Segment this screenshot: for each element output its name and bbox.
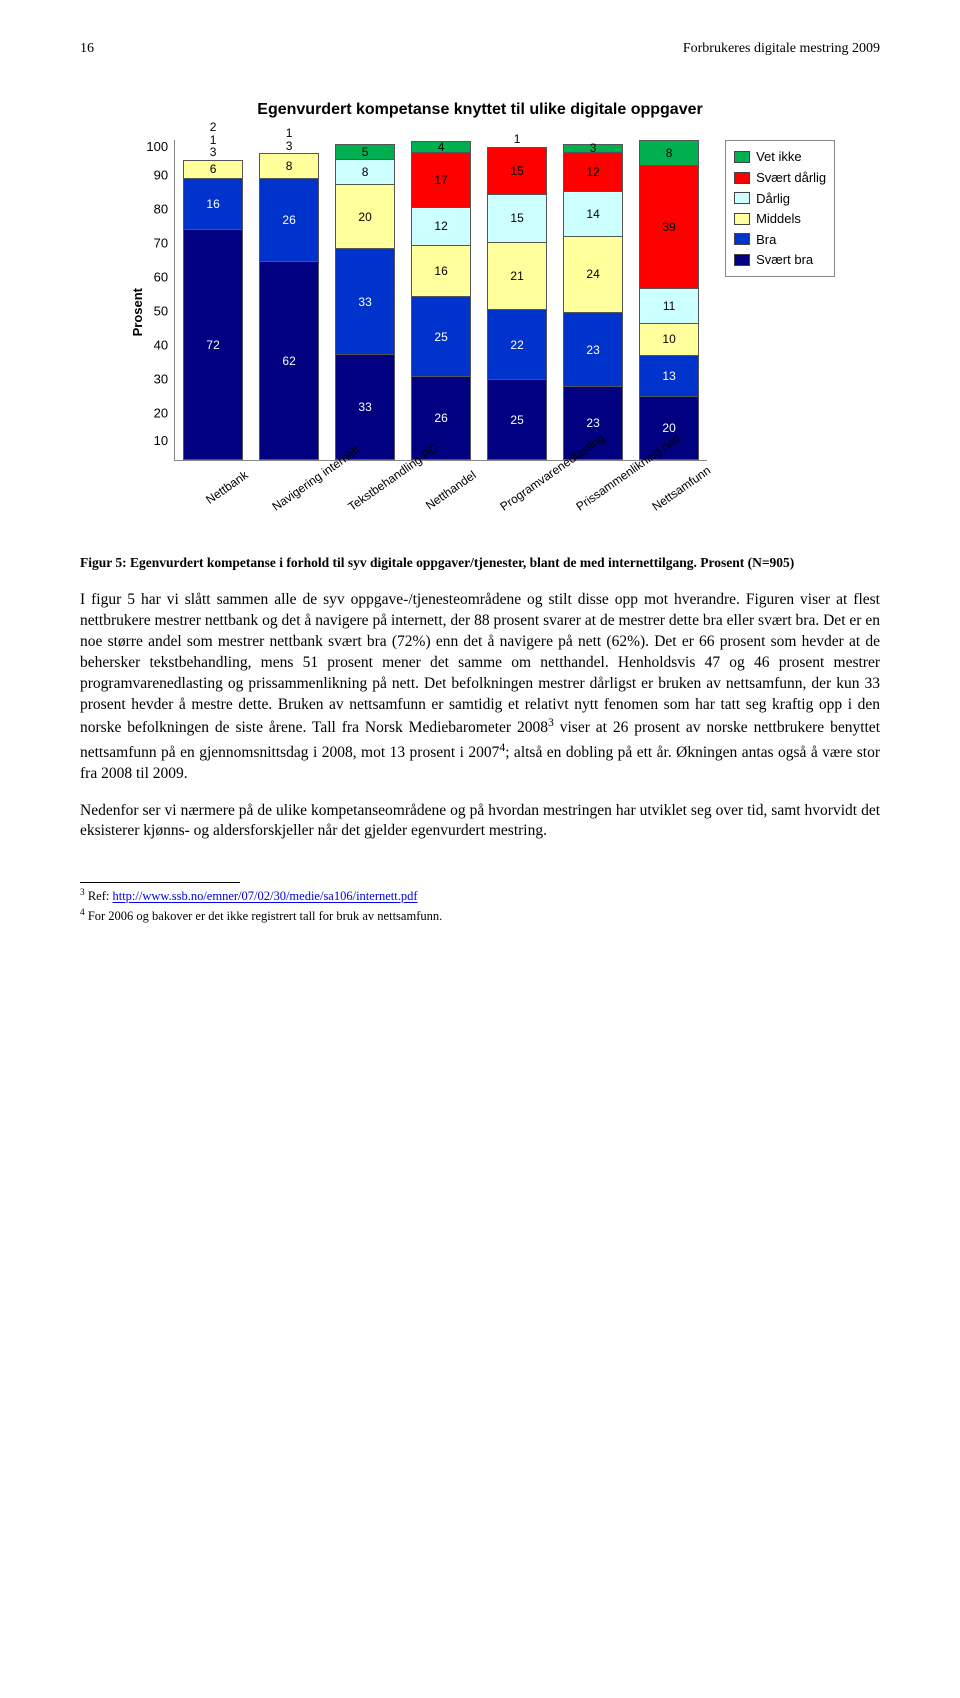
bar-segment: 8 <box>639 140 699 165</box>
bar-segment: 15 <box>487 147 547 195</box>
footnote-4-text: For 2006 og bakover er det ikke registre… <box>85 910 443 924</box>
legend-item: Bra <box>734 231 826 249</box>
y-tick: 10 <box>146 434 168 447</box>
x-axis-labels: NettbankNavigering internettTekstbehandl… <box>174 467 707 483</box>
bar-column: 41712162526 <box>411 140 471 460</box>
bar-column: 83911101320 <box>639 140 699 460</box>
chart-title: Egenvurdert kompetanse knyttet til ulike… <box>80 99 880 121</box>
bar-segment: 16 <box>183 179 243 230</box>
bar-top-label: 213 <box>183 121 243 159</box>
bar-segment: 33 <box>335 249 395 355</box>
figure-caption: Figur 5: Egenvurdert kompetanse i forhol… <box>80 554 880 572</box>
legend-label: Vet ikke <box>756 148 802 166</box>
plot-area: 100908070605040302010 213616721382662582… <box>146 140 707 483</box>
legend-item: Middels <box>734 210 826 228</box>
bar-column: 58203333 <box>335 140 395 460</box>
x-axis-label: Nettbank <box>193 467 251 515</box>
bar-segment: 26 <box>411 377 471 460</box>
bar-segment: 10 <box>639 324 699 356</box>
x-axis-label: Netthandel <box>421 467 479 515</box>
y-axis-ticks: 100 90 80 70 60 50 40 30 20 10 <box>146 140 174 460</box>
legend-item: Svært dårlig <box>734 169 826 187</box>
bar-segment: 22 <box>487 310 547 380</box>
y-tick: 50 <box>146 305 168 318</box>
bar-column: 1382662 <box>259 140 319 460</box>
legend-label: Dårlig <box>756 190 790 208</box>
body-paragraph-2: Nedenfor ser vi nærmere på de ulike komp… <box>80 801 880 843</box>
bar-segment: 13 <box>639 356 699 397</box>
body-paragraph-1: I figur 5 har vi slått sammen alle de sy… <box>80 590 880 785</box>
legend-label: Bra <box>756 231 776 249</box>
bar-segment: 8 <box>335 160 395 186</box>
footnote-3: 3 Ref: http://www.ssb.no/emner/07/02/30/… <box>80 887 880 905</box>
bar-segment: 6 <box>183 160 243 179</box>
y-tick: 90 <box>146 168 168 181</box>
bar-segment: 4 <box>411 141 471 154</box>
bar-segment: 25 <box>487 380 547 460</box>
bar-segment: 25 <box>411 297 471 377</box>
bar-segment: 26 <box>259 179 319 262</box>
legend-label: Svært dårlig <box>756 169 826 187</box>
running-title: Forbrukeres digitale mestring 2009 <box>683 40 880 59</box>
legend: Vet ikke Svært dårlig Dårlig Middels Bra Svær… <box>725 140 835 276</box>
bar-segment: 12 <box>563 153 623 191</box>
bar-segment: 15 <box>487 195 547 243</box>
footnote-3-link[interactable]: http://www.ssb.no/emner/07/02/30/medie/s… <box>112 890 417 904</box>
bar-segment: 11 <box>639 289 699 324</box>
bar-segment: 21 <box>487 243 547 310</box>
legend-label: Middels <box>756 210 801 228</box>
page-number: 16 <box>80 40 94 59</box>
x-axis-label: Programvarenedlasting <box>497 467 555 515</box>
y-tick: 100 <box>146 140 168 153</box>
bar-column: 11515212225 <box>487 140 547 460</box>
legend-swatch <box>734 192 750 204</box>
page-header: 16 Forbrukeres digitale mestring 2009 <box>80 40 880 59</box>
y-tick: 80 <box>146 202 168 215</box>
x-axis-label: Prissammenlikning nett <box>573 467 631 515</box>
bar-segment: 33 <box>335 355 395 461</box>
y-tick: 60 <box>146 270 168 283</box>
bar-segment: 20 <box>335 185 395 249</box>
bar-segment: 72 <box>183 230 243 460</box>
x-axis-label: Tekstbehandling PC <box>345 467 403 515</box>
bar-segment: 23 <box>563 313 623 387</box>
stacked-bar-chart: Prosent 100908070605040302010 2136167213… <box>80 140 880 483</box>
y-tick: 70 <box>146 236 168 249</box>
y-tick: 20 <box>146 407 168 420</box>
bar-segment: 39 <box>639 166 699 290</box>
bar-top-label: 1 <box>487 133 547 146</box>
body1-pre: I figur 5 har vi slått sammen alle de sy… <box>80 591 880 737</box>
legend-label: Svært bra <box>756 251 813 269</box>
legend-item: Svært bra <box>734 251 826 269</box>
bar-segment: 3 <box>563 144 623 154</box>
legend-swatch <box>734 151 750 163</box>
y-axis-label: Prosent <box>125 288 147 336</box>
bar-segment: 24 <box>563 237 623 314</box>
x-axis-label: Navigering internett <box>269 467 327 515</box>
legend-item: Dårlig <box>734 190 826 208</box>
footnotes-separator <box>80 882 240 883</box>
bar-segment: 17 <box>411 153 471 207</box>
y-tick: 40 <box>146 339 168 352</box>
legend-swatch <box>734 254 750 266</box>
footnote-4: 4 For 2006 og bakover er det ikke regist… <box>80 907 880 925</box>
bar-segment: 16 <box>411 246 471 297</box>
bars-row: 2136167213826625820333341712162526115152… <box>174 140 707 461</box>
x-axis-label: Nettsamfunn <box>649 467 707 515</box>
bar-column: 21361672 <box>183 140 243 460</box>
bar-segment: 8 <box>259 153 319 179</box>
y-tick: 30 <box>146 373 168 386</box>
legend-swatch <box>734 172 750 184</box>
bar-segment: 12 <box>411 208 471 246</box>
legend-item: Vet ikke <box>734 148 826 166</box>
bar-column: 31214242323 <box>563 140 623 460</box>
bar-segment: 14 <box>563 192 623 237</box>
bar-top-label: 13 <box>259 127 319 152</box>
footnote-3-label: Ref: <box>85 890 113 904</box>
bar-segment: 5 <box>335 144 395 160</box>
bar-segment: 62 <box>259 262 319 460</box>
legend-swatch <box>734 233 750 245</box>
legend-swatch <box>734 213 750 225</box>
